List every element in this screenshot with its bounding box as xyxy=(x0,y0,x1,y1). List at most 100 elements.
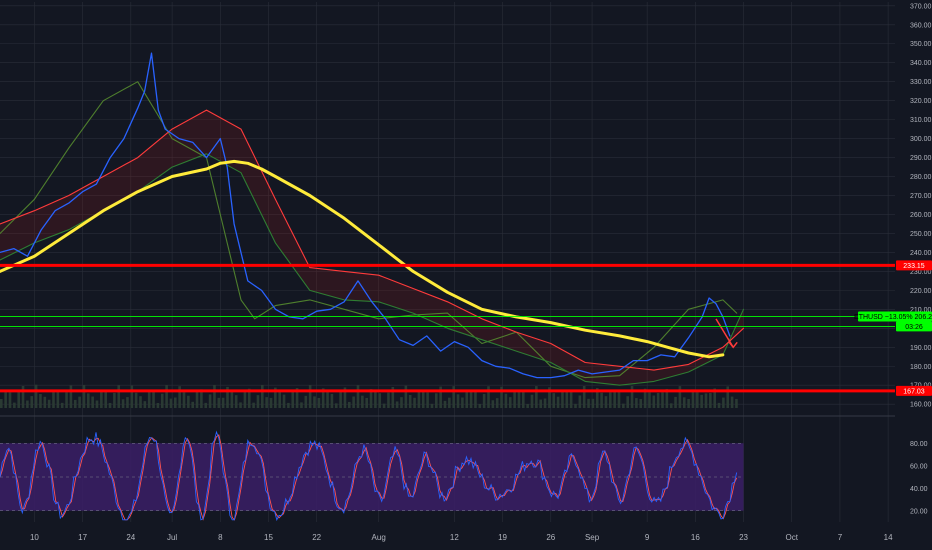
volume-bar xyxy=(87,393,90,408)
volume-bar xyxy=(361,395,364,408)
volume-bar xyxy=(300,402,303,408)
tag-last-price-bg xyxy=(858,311,932,322)
volume-bar xyxy=(326,391,329,408)
volume-bar xyxy=(478,403,482,408)
date-tick-label: Oct xyxy=(786,533,799,542)
volume-bar xyxy=(139,396,142,408)
volume-bar xyxy=(439,386,442,408)
volume-bar xyxy=(652,395,656,408)
oscillator-k-line xyxy=(0,430,738,522)
tag-second-level-label: 03:26 xyxy=(905,324,923,331)
volume-bar xyxy=(278,391,281,408)
date-tick-label: 22 xyxy=(312,533,321,542)
volume-bar xyxy=(169,398,173,408)
volume-bar xyxy=(221,397,225,408)
volume-bar xyxy=(408,394,412,408)
volume-bar xyxy=(456,394,460,408)
horizontal-levels[interactable] xyxy=(0,263,895,393)
volume-bar xyxy=(474,391,477,408)
volume-bar xyxy=(174,397,177,408)
date-tick-label: Jul xyxy=(167,533,177,542)
volume-bar xyxy=(426,392,429,408)
volume-bar xyxy=(152,390,155,408)
volume-bar xyxy=(400,397,403,408)
tag-second-level-bg xyxy=(896,321,932,332)
volume-bar xyxy=(269,397,273,408)
volume-bar xyxy=(234,395,238,408)
price-tick-label: 250.00 xyxy=(910,231,932,238)
volume-bar xyxy=(674,396,677,408)
volume-bar xyxy=(178,386,181,408)
volume-bar xyxy=(143,401,147,408)
price-tick-label: 330.00 xyxy=(910,79,932,86)
stochastic-rsi-panel xyxy=(0,430,744,522)
volume-bar xyxy=(130,385,134,408)
price-tick-label: 270.00 xyxy=(910,193,932,200)
tag-support-label: 167.03 xyxy=(903,388,925,395)
volume-bar xyxy=(626,396,629,408)
oscillator-tick-label: 40.00 xyxy=(910,486,928,493)
volume-bar xyxy=(495,398,499,408)
volume-bar xyxy=(378,393,382,408)
volume-bar xyxy=(352,396,355,408)
volume-bar xyxy=(726,386,730,408)
volume-bar xyxy=(165,385,168,408)
date-tick-label: 19 xyxy=(498,533,507,542)
volume-bar xyxy=(182,392,186,408)
volume-bar xyxy=(65,392,68,408)
volume-bar xyxy=(287,402,290,408)
volume-bar xyxy=(239,402,242,408)
volume-bar xyxy=(413,397,416,408)
oscillator-tick-label: 80.00 xyxy=(910,441,928,448)
price-tick-label: 280.00 xyxy=(910,174,932,181)
grid-lines xyxy=(0,2,895,522)
volume-bar xyxy=(443,400,447,408)
volume-bar xyxy=(722,397,725,408)
volume-bar xyxy=(604,396,608,408)
price-tick-label: 310.00 xyxy=(910,117,932,124)
volume-bar xyxy=(665,388,669,408)
volume-bar xyxy=(556,396,560,408)
volume-bar xyxy=(669,403,673,408)
volume-bar xyxy=(482,393,486,408)
volume-bar xyxy=(91,396,94,408)
volume-bar xyxy=(356,385,360,408)
volume-bar xyxy=(552,393,556,408)
volume-bar xyxy=(730,396,734,408)
volume-bar xyxy=(561,391,564,408)
date-tick-label: 16 xyxy=(691,533,700,542)
volume-bar xyxy=(465,390,469,408)
volume-bar xyxy=(430,403,434,408)
volume-bar xyxy=(448,397,451,408)
volume-bar xyxy=(252,402,255,408)
volume-bar xyxy=(247,388,251,408)
volume-bar xyxy=(517,391,521,408)
volume-bar xyxy=(26,400,29,408)
volume-bar xyxy=(213,385,216,408)
volume-bars xyxy=(0,384,738,408)
volume-bar xyxy=(700,394,703,408)
volume-bar xyxy=(43,396,47,408)
volume-bar xyxy=(387,392,390,408)
volume-bar xyxy=(500,386,503,408)
volume-bar xyxy=(617,389,621,408)
volume-bar xyxy=(34,384,38,408)
volume-bar xyxy=(217,397,221,408)
price-tick-label: 230.00 xyxy=(910,269,932,276)
volume-bar xyxy=(609,392,612,408)
volume-bar xyxy=(208,394,212,408)
volume-bar xyxy=(13,402,16,408)
price-tick-label: 300.00 xyxy=(910,136,932,143)
price-tick-label: 350.00 xyxy=(910,41,932,48)
volume-bar xyxy=(156,402,160,408)
volume-bar xyxy=(709,393,712,408)
price-tick-label: 290.00 xyxy=(910,155,932,162)
volume-bar xyxy=(17,391,20,408)
price-tick-label: 360.00 xyxy=(910,22,932,29)
volume-bar xyxy=(539,399,542,408)
volume-bar xyxy=(47,399,51,408)
price-tick-label: 340.00 xyxy=(910,60,932,67)
price-tags: 233.15 167.03 ETHUSD −13.05% 206.20 03:26 xyxy=(854,260,932,396)
volume-bar xyxy=(682,397,686,408)
